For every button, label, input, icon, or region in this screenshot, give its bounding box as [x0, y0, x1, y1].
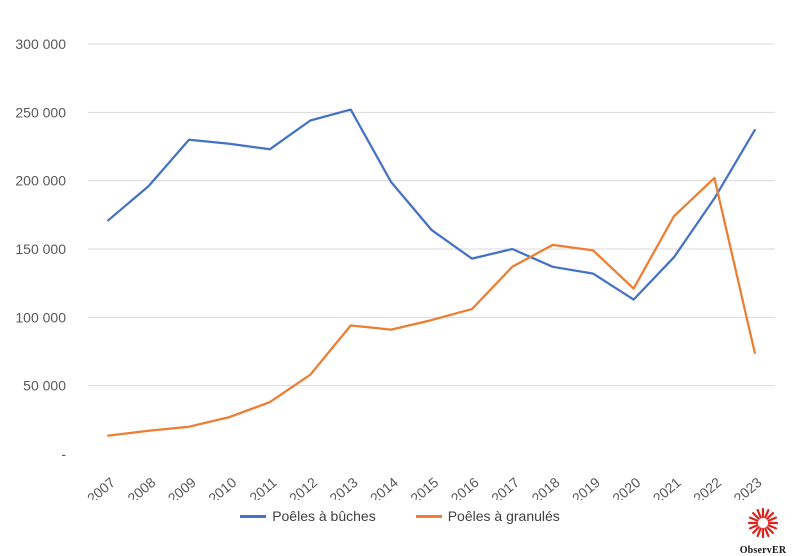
x-tick-label: 2007 [84, 474, 118, 500]
sunburst-ray [766, 512, 774, 520]
series-lines [107, 108, 756, 437]
sunburst-ray [766, 526, 774, 534]
x-tick-label: 2015 [407, 474, 441, 500]
sunburst-ray [764, 527, 770, 538]
x-tick-label: 2017 [488, 474, 522, 500]
x-tick-label: 2016 [448, 474, 482, 500]
legend-swatch-granules [415, 514, 442, 518]
x-tick-label: 2010 [205, 474, 239, 500]
x-tick-label: 2012 [286, 474, 320, 500]
y-tick-label: 250 000 [15, 104, 66, 120]
legend-label-granules: Poêles à granulés [447, 508, 560, 524]
sunburst-ray [764, 508, 770, 519]
sunburst-ray [748, 524, 759, 530]
x-tick-label: 2022 [690, 474, 724, 500]
x-tick-label: 2019 [569, 474, 603, 500]
y-tick-label: 300 000 [15, 36, 66, 52]
x-tick-label: 2011 [246, 474, 280, 500]
x-tick-label: 2008 [124, 474, 158, 500]
x-tick-label: 2013 [326, 474, 360, 500]
y-tick-label: 200 000 [15, 173, 66, 189]
legend-swatch-buches [240, 514, 267, 518]
sunburst-ray [748, 516, 759, 522]
sunburst-ray [756, 527, 762, 538]
legend-label-buches: Poêles à bûches [272, 508, 376, 524]
sunburst-ray [752, 526, 760, 534]
y-tick-label: 150 000 [15, 241, 66, 257]
y-tick-label: 50 000 [23, 378, 66, 394]
legend-item-buches: Poêles à bûches [240, 508, 376, 524]
x-tick-label: 2020 [609, 474, 643, 500]
sunburst-ray [767, 524, 778, 530]
sunburst-ray [756, 508, 762, 519]
logo-text: ObservER [739, 545, 787, 556]
x-tick-label: 2014 [367, 474, 401, 500]
sunburst-ray [752, 512, 760, 520]
sunburst-logo-icon [747, 507, 779, 539]
x-tick-label: 2009 [165, 474, 199, 500]
line-chart: - 50 000 100 000 150 000 200 000 250 000 300 0… [15, 36, 775, 500]
x-tick-label: 2023 [731, 474, 765, 500]
series-line-granules [107, 176, 756, 437]
series-line-buches [107, 108, 756, 301]
legend: Poêles à bûches Poêles à granulés [0, 508, 800, 524]
y-tick-label: - [61, 446, 66, 462]
y-axis-tick-labels: - 50 000 100 000 150 000 200 000 250 000 300 0… [15, 36, 66, 462]
x-tick-label: 2018 [529, 474, 563, 500]
y-tick-label: 100 000 [15, 309, 66, 325]
sunburst-ray [767, 516, 778, 522]
observer-logo: ObservER [730, 506, 796, 556]
x-tick-label: 2021 [650, 474, 684, 500]
gridlines [88, 43, 775, 387]
x-axis-tick-labels: 2007 2008 2009 2010 2011 2012 2013 2014 2015 2016… [84, 474, 765, 500]
legend-item-granules: Poêles à granulés [415, 508, 560, 524]
